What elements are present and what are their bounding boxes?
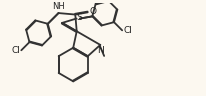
Text: NH: NH [52,2,64,11]
Text: O: O [89,7,96,16]
Text: N: N [96,46,103,55]
Text: S: S [76,13,81,22]
Text: Cl: Cl [123,26,131,35]
Text: Cl: Cl [11,46,20,55]
